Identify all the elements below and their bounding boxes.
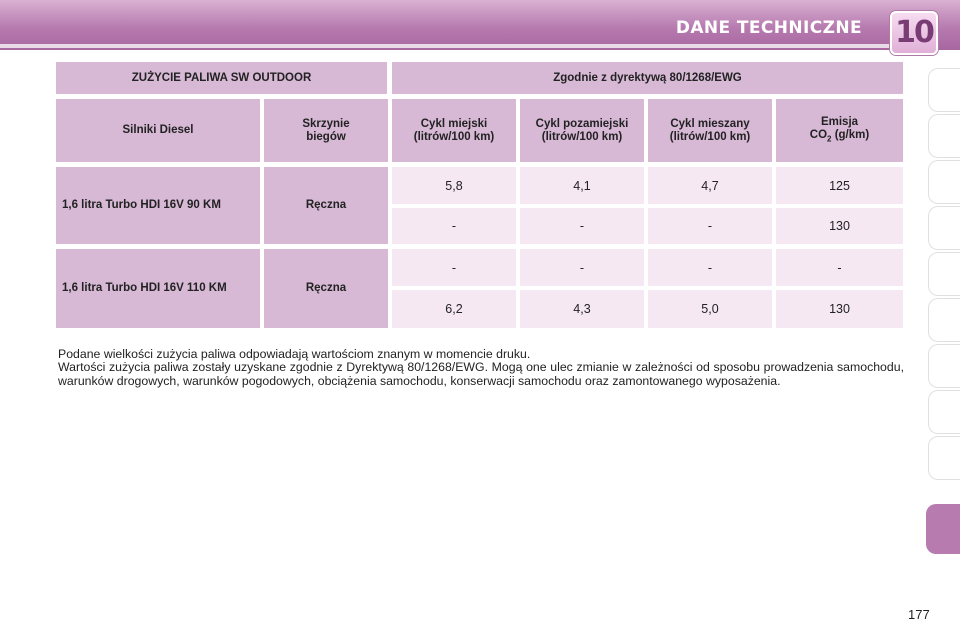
chapter-number: 10 [895,15,935,50]
chapter-tab[interactable] [928,390,960,434]
notes-text: Podane wielkości zużycia paliwa odpowiad… [58,347,904,388]
table-cell: 5,0 [648,290,772,328]
chapter-title: DANE TECHNICZNE [675,18,862,38]
note-paragraph: Wartości zużycia paliwa zostały uzyskane… [58,360,904,388]
table-cell: - [648,208,772,244]
chapter-tab[interactable] [928,344,960,388]
chapter-tabs [926,68,960,574]
col-header-emission: Emisja CO2 (g/km) [776,99,903,162]
table-cell: - [520,208,644,244]
chapter-tab[interactable] [928,114,960,158]
gearbox-manual: Ręczna [264,167,388,244]
chapter-tab[interactable] [928,206,960,250]
table-title: ZUŻYCIE PALIWA SW OUTDOOR [56,62,387,94]
emission-unit: CO2 (g/km) [809,128,870,144]
col-header-extra-urban: Cykl pozamiejski (litrów/100 km) [520,99,644,162]
chapter-tab[interactable] [928,436,960,480]
table-cell: - [776,249,903,286]
col-header-city: Cykl miejski (litrów/100 km) [392,99,516,162]
table-cell: 4,3 [520,290,644,328]
chapter-tab[interactable] [928,298,960,342]
page-number: 177 [908,607,930,622]
chapter-tab[interactable] [928,68,960,112]
table-cell: - [392,208,516,244]
directive-header: Zgodnie z dyrektywą 80/1268/EWG [392,62,903,94]
table-cell: - [392,249,516,286]
chapter-number-badge: 10 [890,11,938,55]
chapter-tab[interactable] [928,160,960,204]
table-cell: - [520,249,644,286]
table-cell: 4,1 [520,167,644,204]
note-line: Podane wielkości zużycia paliwa odpowiad… [58,347,531,361]
chapter-tab-active[interactable] [926,504,960,554]
chapter-tab[interactable] [928,252,960,296]
table-cell: 4,7 [648,167,772,204]
table-cell: 125 [776,167,903,204]
emission-label: Emisja [820,115,859,128]
table-cell: 6,2 [392,290,516,328]
table-cell: 130 [776,208,903,244]
col-header-engines: Silniki Diesel [56,99,260,162]
header-band: DANE TECHNICZNE 10 [0,0,960,55]
table-cell: 130 [776,290,903,328]
col-header-gearbox: Skrzynie biegów [264,99,388,162]
engine-110km: 1,6 litra Turbo HDI 16V 110 KM [56,249,260,328]
gearbox-manual: Ręczna [264,249,388,328]
header-divider [0,44,905,48]
col-header-combined: Cykl mieszany (litrów/100 km) [648,99,772,162]
engine-90km: 1,6 litra Turbo HDI 16V 90 KM [56,167,260,244]
table-cell: 5,8 [392,167,516,204]
table-cell: - [648,249,772,286]
